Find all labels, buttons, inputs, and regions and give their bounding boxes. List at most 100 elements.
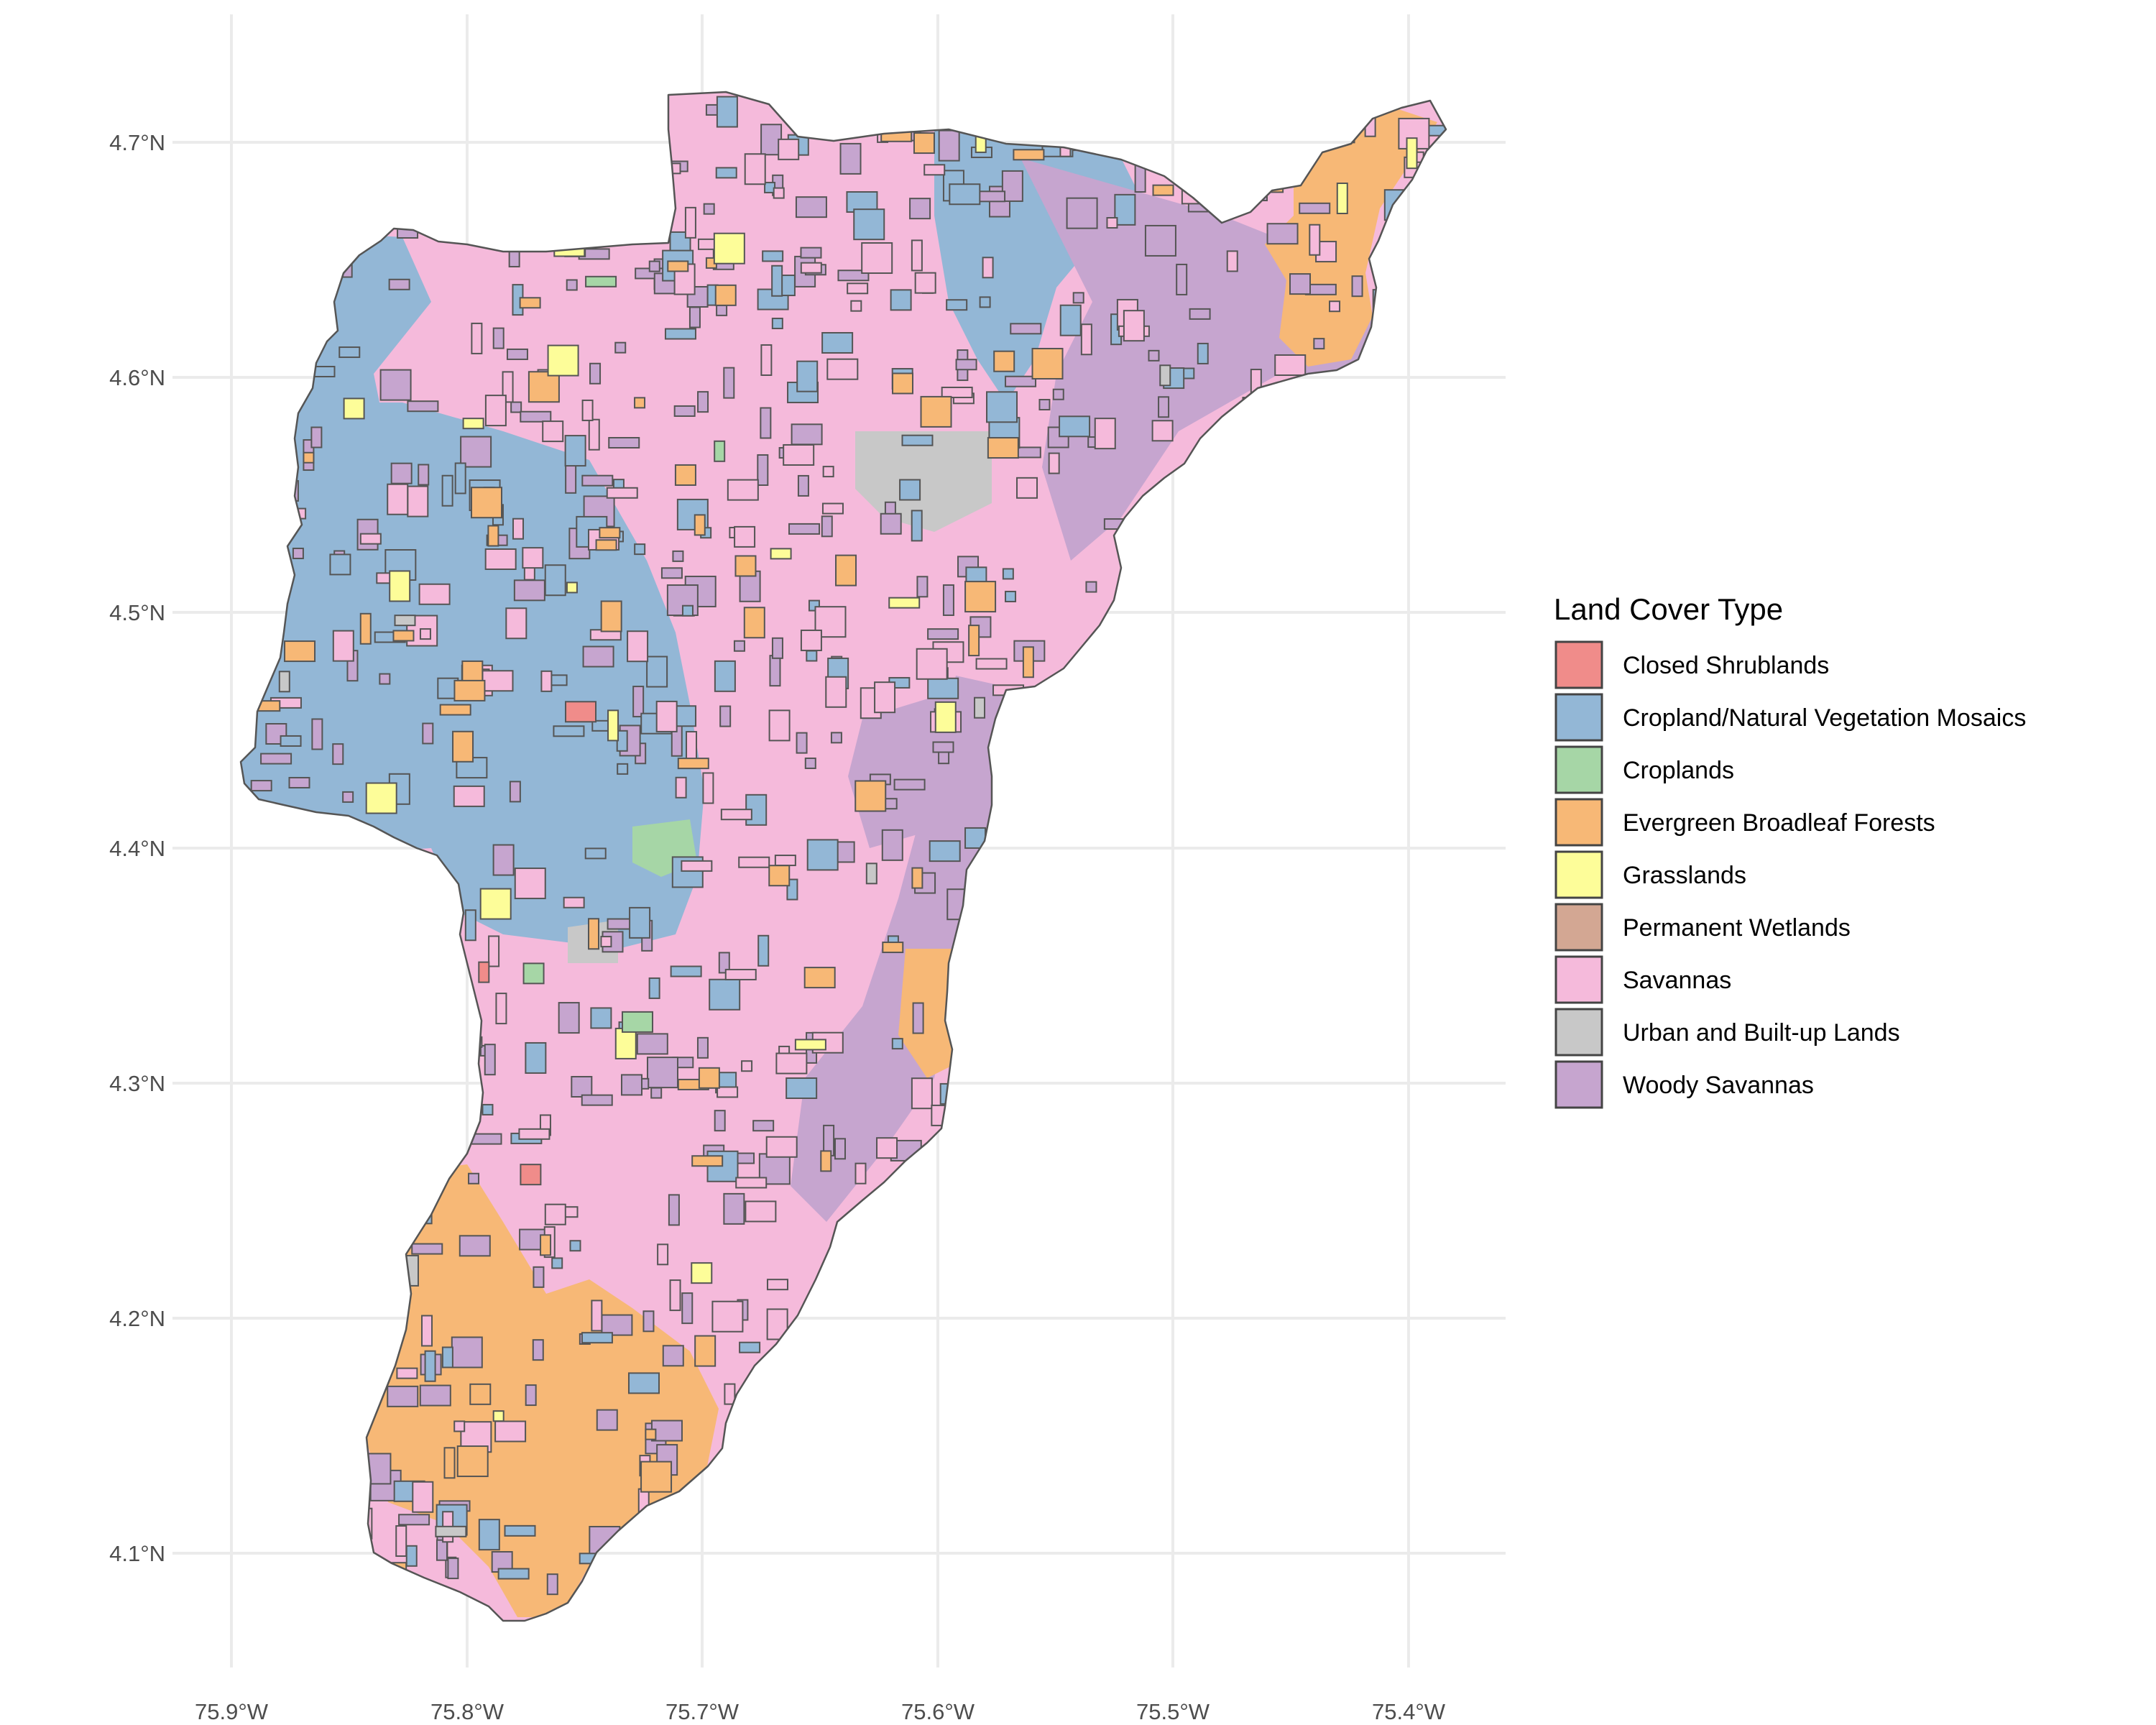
patch-cropland-natural-vegetation-mosaics	[670, 965, 702, 978]
patch-savannas	[444, 1071, 476, 1103]
patch-cropland-natural-vegetation-mosaics	[441, 1346, 453, 1368]
patch-woody-savannas	[1412, 263, 1445, 275]
patch-woody-savannas	[322, 1067, 344, 1080]
patch-cropland-natural-vegetation-mosaics	[1441, 299, 1446, 311]
patch-savannas	[821, 502, 844, 515]
patch-woody-savannas	[608, 437, 640, 449]
patch-woody-savannas	[840, 1617, 852, 1621]
patch-urban-and-built-up-lands	[1187, 1570, 1220, 1592]
patch-savannas	[1186, 1067, 1208, 1079]
patch-evergreen-broadleaf-forests	[359, 612, 372, 645]
patch-grasslands	[934, 701, 957, 733]
patch-woody-savannas	[1108, 703, 1141, 735]
patch-evergreen-broadleaf-forests	[1385, 644, 1397, 656]
patch-woody-savannas	[390, 462, 413, 484]
patch-cropland-natural-vegetation-mosaics	[553, 725, 585, 737]
patch-woody-savannas	[1158, 1351, 1170, 1384]
patch-woody-savannas	[1240, 1112, 1262, 1124]
patch-savannas	[1174, 1087, 1197, 1099]
legend-item-closed-shrublands: Closed Shrublands	[1554, 640, 1829, 689]
patch-evergreen-broadleaf-forests	[1152, 184, 1174, 196]
patch-woody-savannas	[1005, 988, 1027, 1020]
patch-woody-savannas	[558, 1002, 580, 1034]
patch-savannas	[774, 855, 796, 867]
patch-savannas	[657, 1243, 669, 1266]
patch-savannas	[1142, 644, 1164, 676]
patch-cropland-natural-vegetation-mosaics	[405, 1545, 418, 1567]
patch-cropland-natural-vegetation-mosaics	[502, 120, 534, 132]
patch-woody-savannas	[1378, 433, 1401, 456]
patch-woody-savannas	[1363, 1254, 1386, 1287]
patch-cropland-natural-vegetation-mosaics	[979, 296, 991, 308]
patch-savannas	[1094, 857, 1126, 890]
patch-savannas	[275, 507, 307, 520]
patch-evergreen-broadleaf-forests	[595, 539, 617, 551]
patch-woody-savannas	[1242, 397, 1274, 429]
patch-cropland-natural-vegetation-mosaics	[1447, 318, 1477, 349]
patch-cropland-natural-vegetation-mosaics	[402, 903, 415, 915]
patch-cropland-natural-vegetation-mosaics	[1325, 1573, 1357, 1605]
patch-evergreen-broadleaf-forests	[1413, 1499, 1445, 1511]
patch-savannas	[1250, 369, 1262, 401]
patch-woody-savannas	[1075, 1342, 1107, 1354]
x-axis-labels: 75.9°W 75.8°W 75.7°W 75.6°W 75.5°W 75.4°W	[195, 1699, 1446, 1724]
patch-woody-savannas	[1197, 830, 1210, 862]
patch-woody-savannas	[1129, 97, 1161, 109]
zone-evergreen-forest-east	[898, 949, 956, 1078]
patch-woody-savannas	[310, 1087, 322, 1100]
patch-woody-savannas	[571, 1075, 593, 1098]
patch-cropland-natural-vegetation-mosaics	[1312, 1085, 1335, 1117]
patch-evergreen-broadleaf-forests	[452, 730, 474, 763]
patch-woody-savannas	[1005, 1246, 1017, 1278]
patch-woody-savannas	[1313, 338, 1325, 350]
patch-closed-shrublands	[565, 701, 597, 723]
patch-evergreen-broadleaf-forests	[264, 1545, 297, 1578]
patch-cropland-natural-vegetation-mosaics	[1371, 356, 1404, 368]
patch-woody-savannas	[397, 217, 419, 239]
patch-savannas	[998, 1460, 1010, 1493]
patch-savannas	[387, 483, 409, 515]
patch-evergreen-broadleaf-forests	[600, 600, 622, 632]
patch-cropland-natural-vegetation-mosaics	[714, 660, 736, 692]
patch-savannas	[505, 607, 528, 640]
patch-woody-savannas	[805, 1411, 837, 1433]
patch-cropland-natural-vegetation-mosaics	[355, 1012, 377, 1024]
patch-evergreen-broadleaf-forests	[694, 1335, 717, 1367]
patch-evergreen-broadleaf-forests	[788, 1399, 821, 1432]
patch-cropland-natural-vegetation-mosaics	[1336, 1555, 1348, 1578]
patch-woody-savannas	[1318, 1496, 1350, 1508]
patch-woody-savannas	[532, 167, 554, 180]
patch-cropland-natural-vegetation-mosaics	[1429, 846, 1441, 878]
patch-savannas	[675, 776, 687, 799]
patch-woody-savannas	[1223, 534, 1235, 566]
patch-savannas	[724, 1383, 736, 1405]
patch-savannas	[681, 860, 713, 872]
patch-savannas	[270, 166, 302, 188]
patch-savannas	[741, 1060, 753, 1072]
patch-savannas	[854, 1162, 867, 1184]
patch-woody-savannas	[1238, 1370, 1270, 1382]
patch-woody-savannas	[492, 844, 515, 876]
patch-grasslands	[1175, 1438, 1207, 1450]
patch-woody-savannas	[275, 1226, 287, 1248]
patch-woody-savannas	[459, 1235, 491, 1257]
patch-savannas	[775, 1052, 808, 1075]
patch-evergreen-broadleaf-forests	[382, 183, 395, 215]
patch-woody-savannas	[1090, 1187, 1112, 1199]
patch-cropland-natural-vegetation-mosaics	[899, 479, 921, 501]
patch-woody-savannas	[681, 1570, 693, 1603]
patch-savannas	[471, 322, 483, 354]
patch-savannas	[544, 1203, 566, 1225]
patch-woody-savannas	[291, 329, 313, 341]
patch-woody-savannas	[955, 359, 977, 371]
patch-woody-savannas	[1067, 903, 1099, 926]
patch-woody-savannas	[303, 1599, 315, 1621]
patch-savannas	[1035, 799, 1047, 831]
patch-evergreen-broadleaf-forests	[324, 998, 346, 1010]
patch-woody-savannas	[1335, 709, 1358, 741]
patch-cropland-natural-vegetation-mosaics	[709, 978, 741, 1011]
patch-woody-savannas	[650, 1420, 683, 1442]
patch-savannas	[1087, 1109, 1099, 1141]
patch-grasslands	[713, 232, 745, 264]
patch-cropland-natural-vegetation-mosaics	[739, 1341, 761, 1353]
